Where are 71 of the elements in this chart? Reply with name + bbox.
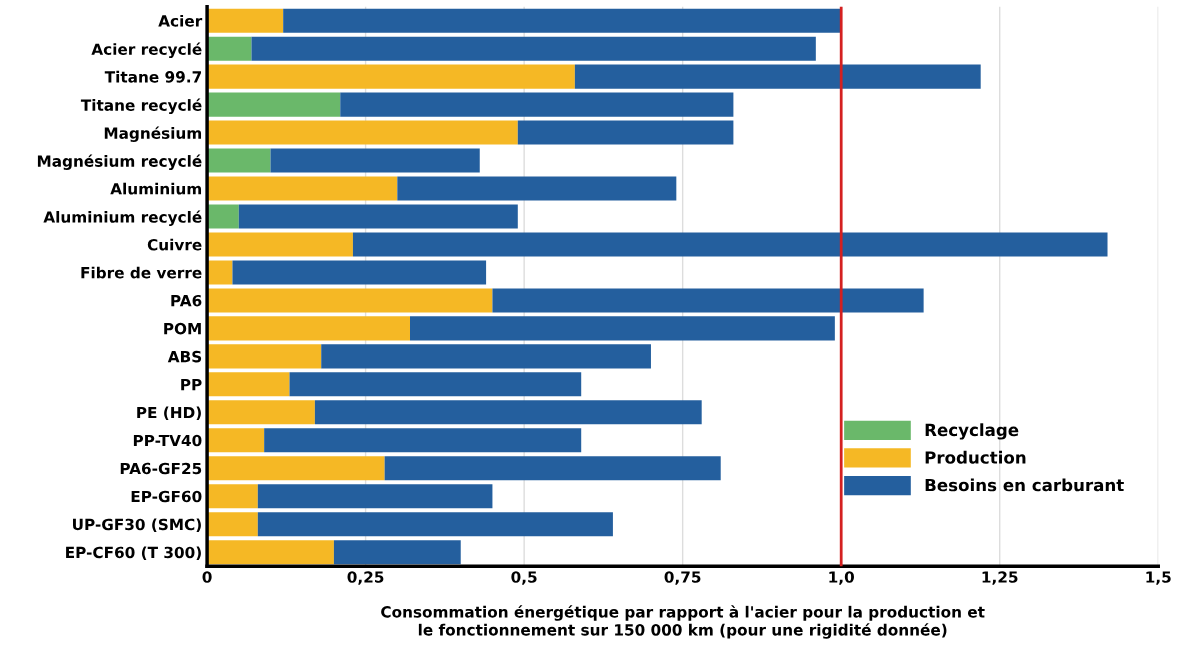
y-tick-label: EP-GF60: [131, 490, 202, 503]
bar: [517, 120, 734, 145]
bar: [207, 344, 322, 369]
y-tick-label: PA6-GF25: [120, 462, 202, 475]
bar: [207, 148, 271, 173]
bar: [207, 8, 284, 33]
y-tick-label: POM: [164, 322, 201, 335]
bar: [270, 148, 480, 173]
bar: [207, 400, 315, 425]
x-axis-title: Consommation énergétique par rapport à l'acier pour la production et le fonctionnement sur 150 000 km (pour une rigidité donnée): [381, 605, 985, 639]
bar: [207, 92, 341, 117]
bar: [410, 316, 835, 341]
x-tick-label: 0: [202, 571, 212, 583]
y-tick-label: UP-GF30 (SMC): [73, 518, 201, 533]
bar: [238, 204, 518, 229]
y-tick-label: Cuivre: [147, 238, 202, 251]
legend-label: Production: [925, 450, 1026, 464]
y-tick-label: Fibre de verre: [81, 266, 202, 279]
bar: [314, 400, 702, 425]
y-tick-label: Titane 99.7: [104, 70, 202, 83]
y-tick-label: Titane recyclé: [80, 98, 202, 115]
bar: [397, 176, 677, 201]
bar: [207, 372, 290, 397]
y-tick-label: Magnésium recyclé: [37, 154, 202, 170]
x-tick-label: 0,75: [664, 571, 701, 585]
bar: [207, 232, 353, 257]
bar: [264, 428, 582, 453]
bar: [257, 512, 613, 537]
x-tick-label: 0,5: [511, 571, 537, 585]
bar: [232, 260, 487, 285]
legend-label: Recyclage: [925, 423, 1019, 440]
bar: [251, 36, 816, 61]
bar: [207, 36, 252, 61]
bar: [492, 288, 924, 313]
y-tick-label: PE (HD): [137, 406, 201, 421]
y-tick-label: PA6: [171, 294, 202, 307]
bar: [574, 64, 981, 89]
bar: [384, 456, 721, 481]
bar: [321, 344, 651, 369]
bar: [207, 176, 398, 201]
x-tick-label: 1,5: [1146, 571, 1171, 585]
x-tick-label: 1,0: [829, 571, 854, 585]
bar: [333, 540, 461, 565]
x-tick-label: 0,25: [347, 571, 384, 585]
bar: [207, 428, 265, 453]
legend-label: Besoins en carburant: [925, 478, 1124, 492]
bar: [207, 316, 410, 341]
y-tick-label: PP-TV40: [133, 434, 202, 447]
bar: [289, 372, 582, 397]
y-tick-label: Aluminium recyclé: [43, 210, 202, 226]
bar: [352, 232, 1108, 257]
bar: [257, 484, 493, 509]
bar: [207, 512, 258, 537]
y-tick-label: Acier: [158, 14, 203, 27]
bar: [207, 64, 575, 89]
y-tick-label: PP: [181, 378, 202, 391]
bar: [207, 540, 334, 565]
y-tick-label: Aluminium: [110, 182, 202, 195]
y-tick-label: Acier recyclé: [91, 42, 202, 59]
bar: [207, 120, 518, 145]
x-tick-label: 1,25: [982, 571, 1018, 585]
y-tick-label: EP-CF60 (T 300): [66, 546, 201, 560]
bar: [207, 456, 385, 481]
bar: [207, 288, 493, 313]
bar: [207, 204, 239, 229]
bar: [207, 260, 233, 285]
bar: [283, 8, 842, 33]
y-tick-label: ABS: [167, 350, 202, 363]
bar: [207, 484, 258, 509]
bar: [340, 92, 734, 117]
y-tick-label: Magnésium: [104, 126, 202, 142]
